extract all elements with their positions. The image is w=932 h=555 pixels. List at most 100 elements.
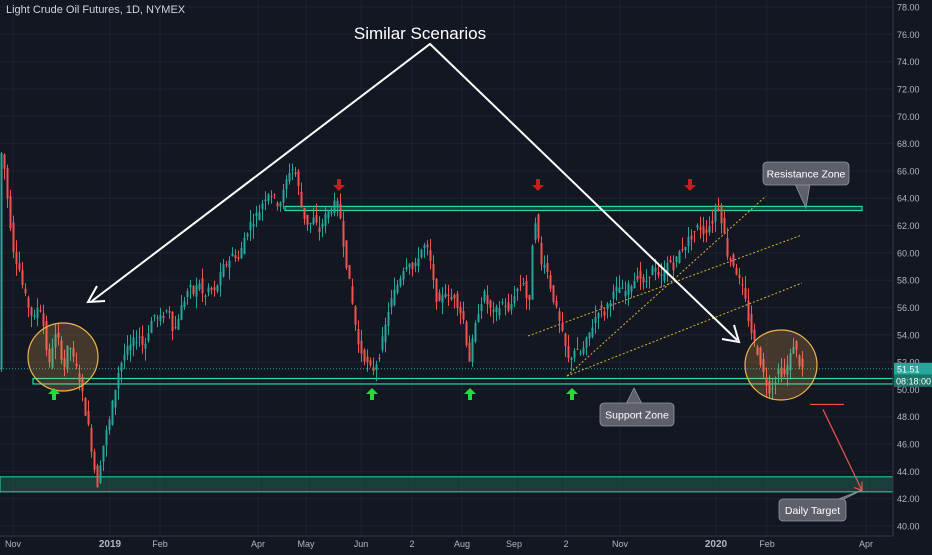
candle-body [630, 286, 633, 292]
candle-body [231, 253, 234, 256]
candle-body [216, 285, 219, 292]
candle-body [801, 358, 804, 368]
candle-body [300, 191, 303, 208]
candle-body [492, 309, 495, 312]
candle-body [636, 275, 639, 280]
x-tick-label: 2 [409, 539, 414, 549]
arrowhead-left [86, 285, 106, 304]
candle-body [297, 171, 300, 187]
candle-body [378, 357, 381, 359]
candle-body [147, 333, 150, 341]
candle-body [87, 410, 90, 425]
candle-body [696, 225, 699, 228]
candle-body [366, 356, 369, 363]
y-tick-label: 58.00 [897, 276, 920, 286]
candle-body [723, 217, 726, 234]
candle-body [741, 284, 744, 286]
candle-body [726, 237, 729, 257]
candle-body [510, 304, 513, 310]
candle-body [219, 272, 222, 286]
candle-body [624, 291, 627, 297]
candle-body [642, 277, 645, 283]
candle-body [156, 317, 159, 319]
candle-body [237, 257, 240, 259]
candle-body [516, 288, 519, 292]
candle-body [534, 223, 537, 240]
candle-body [693, 231, 696, 233]
candle-body [243, 237, 246, 255]
candle-body [552, 285, 555, 303]
candle-body [234, 255, 237, 259]
candle-body [558, 311, 561, 322]
candle-body [198, 283, 201, 290]
candle-body [678, 251, 681, 263]
candle-body [21, 270, 24, 286]
candle-body [306, 214, 309, 225]
candle-body [549, 275, 552, 289]
candle-body [75, 363, 78, 367]
candle-body [570, 357, 573, 360]
candle-body [186, 291, 189, 298]
candle-body [699, 227, 702, 230]
candle-body [333, 200, 336, 214]
candle-body [423, 245, 426, 249]
candle-body [30, 307, 33, 316]
target-callout-text: Daily Target [785, 505, 840, 517]
candle-body [399, 278, 402, 286]
candle-body [681, 249, 684, 251]
candle-body [486, 295, 489, 305]
candle-body [609, 303, 612, 307]
candle-body [42, 313, 45, 327]
candle-body [267, 194, 270, 201]
candle-body [15, 251, 18, 264]
y-tick-label: 50.00 [897, 385, 920, 395]
candle-body [657, 272, 660, 276]
candle-body [0, 153, 3, 370]
candle-body [60, 340, 63, 360]
candle-body [24, 288, 27, 294]
candle-body [747, 300, 750, 322]
candle-body [759, 347, 762, 365]
candle-body [417, 258, 420, 266]
candle-body [282, 189, 285, 203]
candle-body [768, 381, 771, 394]
support-up-arrow-3 [464, 388, 476, 400]
candle-body [291, 169, 294, 171]
candle-body [27, 297, 30, 308]
candle-body [195, 284, 198, 297]
candle-body [594, 317, 597, 323]
candle-body [78, 373, 81, 382]
candle-body [141, 336, 144, 345]
y-tick-label: 54.00 [897, 330, 920, 340]
candle-body [480, 304, 483, 311]
candle-body [411, 262, 414, 270]
countdown-text: 08:18:00 [896, 376, 931, 386]
candle-body [720, 205, 723, 224]
candle-body [402, 271, 405, 280]
candle-body [66, 345, 69, 369]
candle-body [51, 347, 54, 368]
candle-body [528, 294, 531, 300]
resistance-down-arrow-1 [333, 179, 345, 191]
resistance-callout-text: Resistance Zone [767, 169, 846, 181]
candle-body [786, 364, 789, 375]
candle-body [72, 348, 75, 357]
candle-body [84, 398, 87, 416]
candle-body [288, 172, 291, 182]
highlight-circle-left [27, 322, 99, 392]
candle-body [18, 263, 21, 270]
candle-body [387, 312, 390, 327]
y-tick-label: 40.00 [897, 522, 920, 532]
candle-body [354, 306, 357, 325]
candle-body [789, 353, 792, 371]
target-zone [0, 476, 894, 493]
candle-body [177, 318, 180, 330]
target-arrow-line [822, 409, 863, 491]
candle-body [585, 337, 588, 348]
x-tick-label: Aug [454, 539, 470, 549]
candle-body [285, 179, 288, 190]
candle-body [339, 203, 342, 219]
support-up-arrow-1 [48, 388, 60, 400]
x-tick-label: Feb [152, 539, 168, 549]
